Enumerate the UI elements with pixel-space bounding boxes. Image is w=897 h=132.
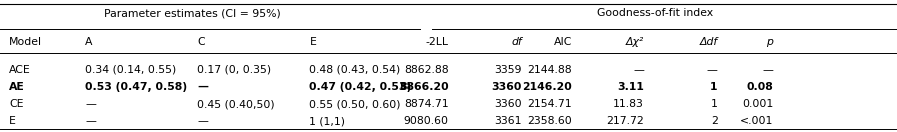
Text: 1: 1 [710,99,718,109]
Text: 2154.71: 2154.71 [527,99,572,109]
Text: 3.11: 3.11 [617,82,644,92]
Text: Δdf: Δdf [700,37,718,47]
Text: A: A [85,37,92,47]
Text: —: — [85,116,96,126]
Text: 3359: 3359 [494,65,522,75]
Text: AIC: AIC [554,37,572,47]
Text: 11.83: 11.83 [614,99,644,109]
Text: 2144.88: 2144.88 [527,65,572,75]
Text: 0.001: 0.001 [742,99,773,109]
Text: AE: AE [9,82,25,92]
Text: 0.47 (0.42, 0.53): 0.47 (0.42, 0.53) [309,82,412,92]
Text: Parameter estimates (CI = 95%): Parameter estimates (CI = 95%) [104,8,282,18]
Text: df: df [511,37,522,47]
Text: 0.45 (0.40,50): 0.45 (0.40,50) [197,99,275,109]
Text: C: C [197,37,205,47]
Text: —: — [197,82,208,92]
Text: 3360: 3360 [494,99,522,109]
Text: 8866.20: 8866.20 [399,82,448,92]
Text: CE: CE [9,99,23,109]
Text: <.001: <.001 [740,116,773,126]
Text: Model: Model [9,37,42,47]
Text: —: — [707,65,718,75]
Text: Δχ²: Δχ² [626,37,644,47]
Text: 8874.71: 8874.71 [404,99,448,109]
Text: —: — [197,116,208,126]
Text: E: E [9,116,16,126]
Text: —: — [85,99,96,109]
Text: 3360: 3360 [492,82,522,92]
Text: p: p [766,37,773,47]
Text: —: — [762,65,773,75]
Text: E: E [309,37,317,47]
Text: 0.53 (0.47, 0.58): 0.53 (0.47, 0.58) [85,82,187,92]
Text: -2LL: -2LL [425,37,448,47]
Text: 1 (1,1): 1 (1,1) [309,116,345,126]
Text: 2358.60: 2358.60 [527,116,572,126]
Text: 8862.88: 8862.88 [404,65,448,75]
Text: 0.08: 0.08 [746,82,773,92]
Text: —: — [633,65,644,75]
Text: 0.34 (0.14, 0.55): 0.34 (0.14, 0.55) [85,65,177,75]
Text: 217.72: 217.72 [606,116,644,126]
Text: 2: 2 [710,116,718,126]
Text: 1: 1 [710,82,718,92]
Text: Goodness-of-fit index: Goodness-of-fit index [597,8,713,18]
Text: 0.17 (0, 0.35): 0.17 (0, 0.35) [197,65,272,75]
Text: ACE: ACE [9,65,30,75]
Text: 9080.60: 9080.60 [404,116,448,126]
Text: 2146.20: 2146.20 [523,82,572,92]
Text: 3361: 3361 [494,116,522,126]
Text: 0.55 (0.50, 0.60): 0.55 (0.50, 0.60) [309,99,401,109]
Text: 0.48 (0.43, 0.54): 0.48 (0.43, 0.54) [309,65,401,75]
